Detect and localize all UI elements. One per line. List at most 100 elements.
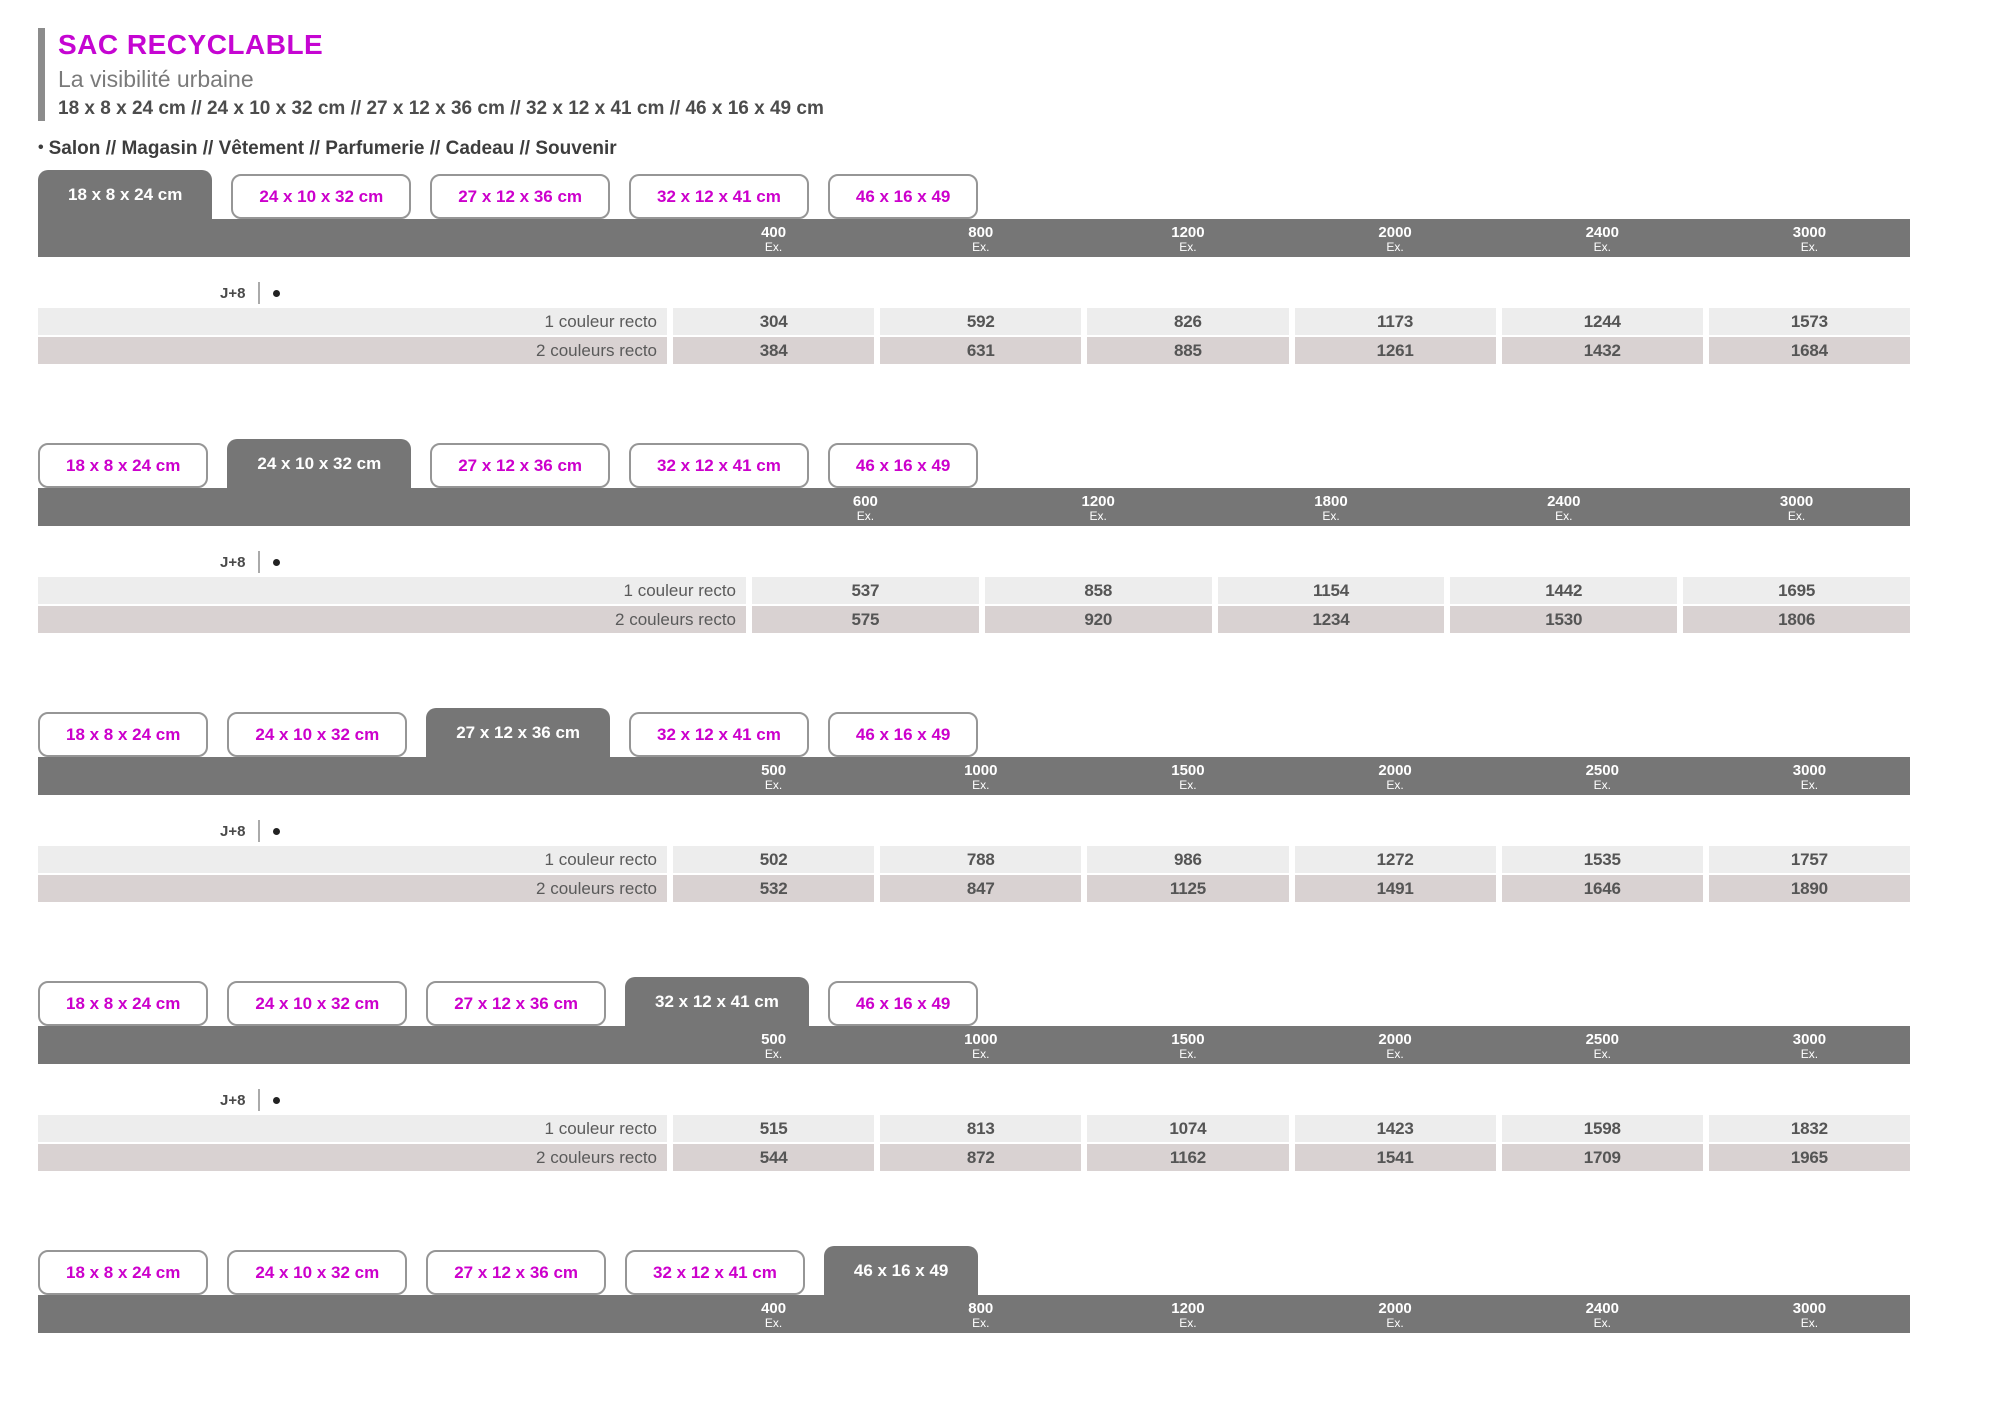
quantity-value: 400 (761, 223, 787, 241)
price-value-cell: 1432 (1501, 337, 1703, 364)
delay-divider (258, 551, 261, 573)
price-row-label: 2 couleurs recto (38, 875, 667, 902)
price-row-label: 1 couleur recto (38, 577, 746, 604)
tab-size-32x12x41-cm[interactable]: 32 x 12 x 41 cm (629, 712, 809, 757)
size-section: 18 x 8 x 24 cm 24 x 10 x 32 cm 27 x 12 x 3… (38, 708, 1911, 902)
tab-size-18x8x24-cm[interactable]: 18 x 8 x 24 cm (38, 1250, 209, 1295)
quantity-column-header: 500 Ex. (673, 757, 874, 795)
quantity-column-header: 2000 Ex. (1295, 219, 1496, 257)
price-row-label: 2 couleurs recto (38, 1144, 667, 1171)
quantity-column-header: 3000 Ex. (1709, 1295, 1910, 1333)
bullet-icon: • (38, 139, 44, 156)
price-row-label: 1 couleur recto (38, 308, 667, 335)
price-value-cell: 1442 (1450, 577, 1678, 604)
price-value-cell: 515 (673, 1115, 875, 1142)
size-section: 18 x 8 x 24 cm 24 x 10 x 32 cm 27 x 12 x 3… (38, 977, 1911, 1171)
tab-size-46x16x49[interactable]: 46 x 16 x 49 (827, 981, 979, 1026)
delay-divider (258, 1089, 261, 1111)
tab-size-46x16x49[interactable]: 46 x 16 x 49 (827, 712, 979, 757)
quantity-header-bar: 500 Ex. 1000 Ex. 1500 Ex. 2000 Ex. 2500 Ex. 3000 Ex… (38, 1026, 1910, 1064)
quantity-unit: Ex. (1386, 1046, 1404, 1061)
tab-size-27x12x36-cm[interactable]: 27 x 12 x 36 cm (426, 708, 611, 757)
quantity-column-header: 1200 Ex. (1087, 219, 1288, 257)
page-header: SAC RECYCLABLE La visibilité urbaine 18 … (38, 28, 824, 121)
quantity-column-header: 3000 Ex. (1709, 219, 1910, 257)
delay-label: J+8 (220, 553, 246, 571)
quantity-column-header: 2000 Ex. (1295, 1026, 1496, 1064)
tab-size-24x10x32-cm[interactable]: 24 x 10 x 32 cm (227, 1250, 408, 1295)
price-value-cell: 1261 (1294, 337, 1496, 364)
price-value-cell: 592 (880, 308, 1082, 335)
tab-size-18x8x24-cm[interactable]: 18 x 8 x 24 cm (38, 981, 209, 1026)
quantity-bar-spacer (38, 488, 746, 526)
quantity-unit: Ex. (972, 1046, 990, 1061)
quantity-column-header: 800 Ex. (880, 1295, 1081, 1333)
tab-size-18x8x24-cm[interactable]: 18 x 8 x 24 cm (38, 443, 209, 488)
price-value-cell: 1234 (1217, 606, 1445, 633)
tab-size-24x10x32-cm[interactable]: 24 x 10 x 32 cm (227, 712, 408, 757)
price-value-cell: 1541 (1294, 1144, 1496, 1171)
categories-line: • Salon // Magasin // Vêtement // Parfume… (38, 138, 617, 160)
price-value-cell: 986 (1087, 846, 1289, 873)
tab-size-32x12x41-cm[interactable]: 32 x 12 x 41 cm (629, 443, 809, 488)
quantity-unit: Ex. (764, 777, 783, 792)
quantity-bar-spacer (38, 1295, 667, 1333)
size-section: 18 x 8 x 24 cm 24 x 10 x 32 cm 27 x 12 x 3… (38, 170, 1911, 364)
tab-size-32x12x41-cm[interactable]: 32 x 12 x 41 cm (625, 977, 809, 1026)
quantity-unit: Ex. (1593, 777, 1611, 792)
quantity-unit: Ex. (1800, 239, 1819, 254)
quantity-column-header: 1000 Ex. (880, 757, 1081, 795)
tab-size-27x12x36-cm[interactable]: 27 x 12 x 36 cm (430, 443, 611, 488)
tab-size-46x16x49[interactable]: 46 x 16 x 49 (827, 443, 979, 488)
price-row: 1 couleur recto 515 813 1074 1423 1598 1832 (38, 1115, 1911, 1142)
price-row: 2 couleurs recto 384 631 885 1261 1432 1684 (38, 337, 1911, 364)
price-value-cell: 1965 (1708, 1144, 1911, 1171)
quantity-value: 3000 (1792, 223, 1827, 241)
price-value-cell: 532 (673, 875, 875, 902)
quantity-unit: Ex. (1800, 777, 1819, 792)
quantity-unit: Ex. (1593, 239, 1611, 254)
delay-label: J+8 (220, 1091, 246, 1109)
tab-size-24x10x32-cm[interactable]: 24 x 10 x 32 cm (231, 174, 412, 219)
quantity-column-header: 1800 Ex. (1218, 488, 1445, 526)
price-value-cell: 1695 (1683, 577, 1910, 604)
tab-size-24x10x32-cm[interactable]: 24 x 10 x 32 cm (227, 981, 408, 1026)
delay-divider (258, 820, 261, 842)
delay-row: J+8 (220, 820, 1910, 842)
price-value-cell: 813 (880, 1115, 1082, 1142)
price-value-cell: 1125 (1087, 875, 1289, 902)
price-value-cell: 1832 (1708, 1115, 1911, 1142)
price-value-cell: 788 (880, 846, 1082, 873)
price-value-cell: 304 (673, 308, 875, 335)
tab-size-32x12x41-cm[interactable]: 32 x 12 x 41 cm (625, 1250, 805, 1295)
quantity-value: 1500 (1171, 761, 1205, 779)
size-tabs-row: 18 x 8 x 24 cm 24 x 10 x 32 cm 27 x 12 x 3… (38, 170, 1910, 219)
quantity-column-header: 2000 Ex. (1295, 1295, 1496, 1333)
tab-size-46x16x49[interactable]: 46 x 16 x 49 (827, 174, 979, 219)
tab-size-27x12x36-cm[interactable]: 27 x 12 x 36 cm (426, 981, 607, 1026)
tab-size-24x10x32-cm[interactable]: 24 x 10 x 32 cm (227, 439, 412, 488)
quantity-bar-spacer (38, 757, 667, 795)
delay-row: J+8 (220, 1089, 1910, 1111)
price-value-cell: 1173 (1294, 308, 1496, 335)
tab-size-18x8x24-cm[interactable]: 18 x 8 x 24 cm (38, 170, 213, 219)
quantity-unit: Ex. (764, 239, 783, 254)
tab-size-46x16x49[interactable]: 46 x 16 x 49 (823, 1246, 979, 1295)
tab-size-27x12x36-cm[interactable]: 27 x 12 x 36 cm (426, 1250, 607, 1295)
delay-label: J+8 (220, 822, 246, 840)
size-tabs-row: 18 x 8 x 24 cm 24 x 10 x 32 cm 27 x 12 x 3… (38, 708, 1910, 757)
tab-size-32x12x41-cm[interactable]: 32 x 12 x 41 cm (629, 174, 809, 219)
tab-size-27x12x36-cm[interactable]: 27 x 12 x 36 cm (430, 174, 611, 219)
delay-row: J+8 (220, 282, 1910, 304)
page-title: SAC RECYCLABLE (58, 29, 324, 60)
price-value-cell: 920 (984, 606, 1212, 633)
price-row: 1 couleur recto 502 788 986 1272 1535 1757 (38, 846, 1911, 873)
price-value-cell: 1162 (1087, 1144, 1289, 1171)
price-row: 2 couleurs recto 532 847 1125 1491 1646 1890 (38, 875, 1911, 902)
price-row-label: 1 couleur recto (38, 846, 667, 873)
tab-size-18x8x24-cm[interactable]: 18 x 8 x 24 cm (38, 712, 209, 757)
quantity-value: 3000 (1779, 492, 1814, 510)
size-tabs-row: 18 x 8 x 24 cm 24 x 10 x 32 cm 27 x 12 x 3… (38, 977, 1910, 1026)
price-value-cell: 1154 (1217, 577, 1445, 604)
quantity-value: 1200 (1171, 223, 1205, 241)
